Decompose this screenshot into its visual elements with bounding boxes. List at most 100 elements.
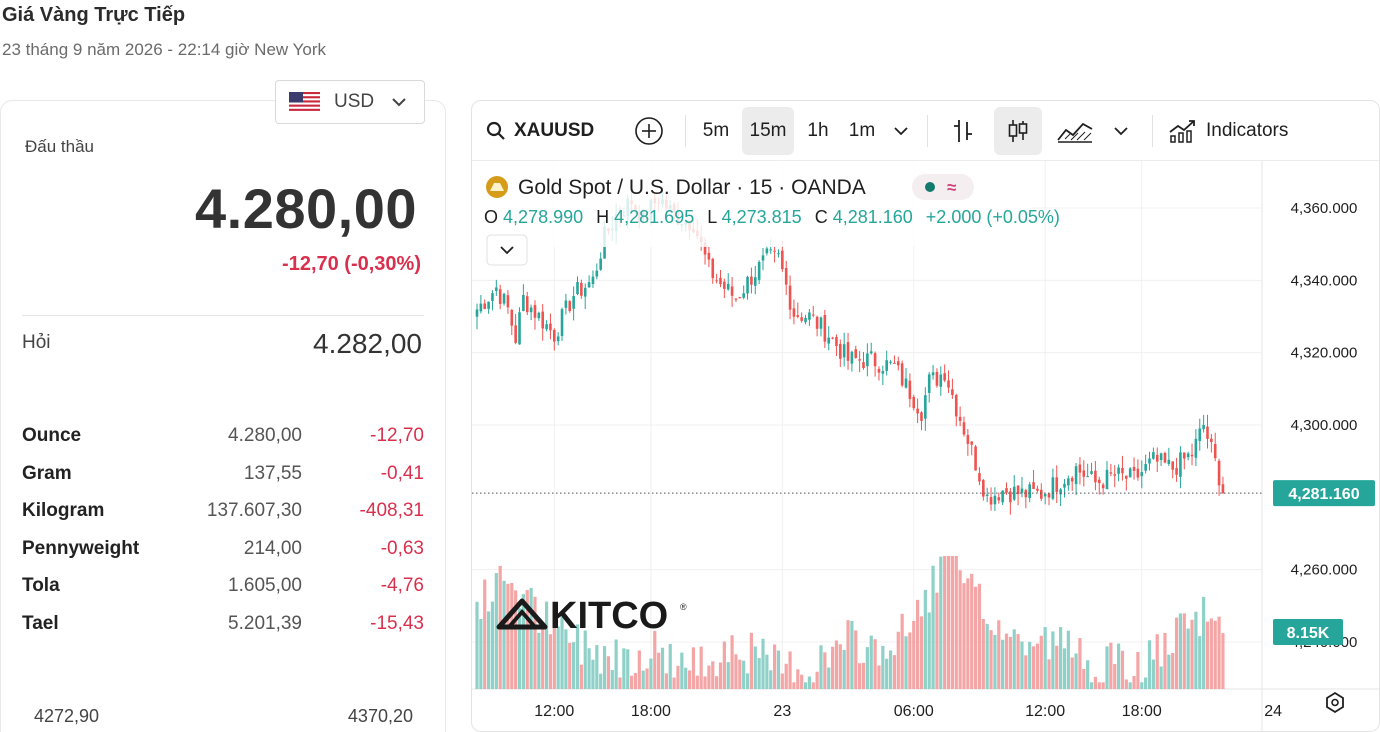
candle-body — [958, 416, 962, 421]
interval-5m[interactable]: 5m — [702, 120, 730, 141]
price-chart[interactable]: KITCO ® Gold Spot / U.S. Dollar · 15 · O… — [472, 161, 1380, 732]
time-axis[interactable]: 12:00 18:00 23 06:00 12:00 18:00 24 — [534, 703, 1282, 720]
unit-change: -0,63 — [380, 537, 424, 559]
market-status[interactable]: ≈ — [912, 174, 974, 200]
volume-bar — [916, 599, 920, 689]
compare-symbol-button[interactable] — [634, 107, 664, 155]
volume-bar — [1120, 650, 1125, 689]
volume-bar — [1062, 648, 1067, 689]
interval-1m[interactable]: 1m — [848, 120, 876, 141]
volume-bar — [815, 671, 819, 689]
x-tick-label: 23 — [773, 703, 791, 720]
candle-body — [1163, 452, 1167, 463]
y-tick-label: 4,260.000 — [1291, 562, 1358, 579]
ask-label: Hỏi — [22, 332, 51, 353]
legend-backdrop — [472, 161, 1032, 247]
candle-body — [850, 351, 854, 364]
candle-body — [541, 311, 545, 329]
volume-bar — [595, 645, 599, 689]
area-chart-type-button[interactable] — [1050, 107, 1100, 155]
volume-bar — [1163, 632, 1167, 689]
candle-body — [1082, 470, 1086, 477]
volume-bar — [823, 652, 827, 689]
volume-bar — [1097, 682, 1101, 689]
unit-row-pennyweight: Pennyweight 214,00 -0,63 — [22, 538, 432, 576]
volume-bar — [486, 611, 491, 689]
volume-bar — [1001, 639, 1005, 689]
interval-15m[interactable]: 15m — [742, 107, 794, 155]
volume-bar — [668, 644, 672, 689]
candle-body — [595, 270, 599, 277]
volume-bar — [908, 632, 912, 689]
volume-bar — [769, 670, 773, 689]
ohlc-bars-icon — [954, 120, 972, 142]
candle-body — [1213, 444, 1217, 459]
candle-body — [1032, 482, 1035, 490]
volume-bar — [514, 590, 518, 689]
bar-chart-type-button[interactable] — [939, 107, 987, 155]
volume-bar — [1221, 633, 1225, 689]
candle-body — [935, 371, 939, 386]
candle-body — [842, 344, 846, 358]
change-value: +2.000 (+0.05%) — [926, 207, 1060, 227]
volume-bar — [1171, 653, 1175, 689]
candle-chart-type-button[interactable] — [994, 107, 1042, 155]
indicators-button[interactable]: Indicators — [1168, 107, 1288, 155]
candle-body — [553, 329, 556, 342]
candle-body — [502, 293, 506, 304]
candle-body — [908, 380, 912, 400]
candle-body — [1101, 484, 1105, 489]
candle-body — [522, 295, 525, 311]
plus-circle-icon — [635, 117, 663, 145]
x-tick-label: 12:00 — [1025, 703, 1065, 720]
currency-selector[interactable]: USD — [275, 80, 425, 124]
volume-bar — [1198, 636, 1202, 689]
range-low: 4272,90 — [34, 706, 100, 726]
volume-bar — [614, 639, 618, 689]
candle-body — [846, 342, 850, 361]
wave-icon: ≈ — [947, 178, 956, 197]
page-subtitle: 23 tháng 9 năm 2026 - 22:14 giờ New York — [2, 40, 326, 59]
volume-bar — [819, 645, 823, 689]
volume-bar — [1178, 613, 1183, 689]
chart-settings-button[interactable] — [1326, 691, 1344, 714]
volume-bar — [1089, 682, 1094, 689]
volume-bar — [1105, 646, 1109, 689]
volume-bar — [1031, 646, 1036, 689]
legend-collapse-button[interactable] — [486, 234, 528, 266]
candle-body — [1132, 466, 1136, 471]
chevron-down-icon — [500, 246, 514, 255]
candle-body — [1152, 452, 1155, 459]
interval-1h[interactable]: 1h — [807, 120, 829, 141]
candle-body — [985, 494, 989, 496]
candle-body — [912, 396, 916, 409]
candle-body — [839, 343, 842, 359]
unit-row-gram: Gram 137,55 -0,41 — [22, 463, 432, 501]
price-axis[interactable]: 4,360.000 4,340.000 4,320.000 4,300.000 4,26… — [1291, 200, 1358, 651]
volume-bar — [885, 658, 889, 689]
candle-body — [1036, 488, 1039, 491]
volume-bar — [985, 623, 989, 689]
volume-bar — [490, 601, 495, 689]
interval-dropdown[interactable] — [886, 107, 916, 155]
candle-body — [819, 317, 823, 329]
volume-bar — [861, 662, 866, 689]
volume-bar — [630, 675, 634, 689]
chart-type-dropdown[interactable] — [1106, 107, 1136, 155]
volume-bar — [687, 670, 692, 689]
candle-body — [711, 258, 715, 279]
last-price-label: 4,281.160 — [1288, 486, 1359, 503]
candle-body — [1105, 469, 1109, 490]
volume-bar — [734, 654, 738, 689]
volume-bar — [548, 634, 553, 689]
candle-body — [966, 434, 970, 444]
volume-bar — [730, 635, 734, 689]
volume-bar — [1128, 682, 1132, 689]
candle-body — [1043, 494, 1047, 497]
candle-body — [881, 371, 885, 374]
volume-bar — [575, 624, 580, 689]
candle-body — [587, 282, 591, 288]
candle-body — [854, 349, 858, 359]
symbol-search[interactable]: XAUUSD — [486, 107, 594, 155]
volume-bar — [993, 634, 997, 689]
